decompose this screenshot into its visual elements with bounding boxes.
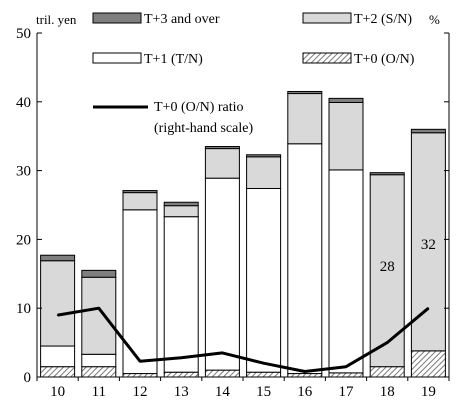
- bar-t1-16: [287, 143, 323, 375]
- x-tick-label-12: 12: [133, 384, 148, 400]
- bar-t0-17: [328, 372, 364, 378]
- y-tick-label-50: 50: [16, 26, 31, 42]
- bar-t3-17: [328, 97, 364, 103]
- x-tick-label-17: 17: [339, 384, 355, 400]
- ratio-point-19: [427, 307, 430, 310]
- x-tick-label-16: 16: [297, 384, 313, 400]
- bar-t0-13: [163, 371, 199, 378]
- y-axis-unit-right: %: [429, 12, 440, 27]
- bar-t3-12: [122, 190, 158, 194]
- bar-t1-17: [328, 169, 364, 374]
- bar-t0-11: [81, 366, 117, 378]
- bar-t2-19: [410, 132, 446, 352]
- ratio-line-layer: [56, 306, 430, 373]
- bar-t3-19: [410, 128, 446, 134]
- bar-t1-11: [81, 353, 117, 368]
- bar-t3-14: [204, 146, 240, 150]
- ratio-point-15: [262, 362, 265, 365]
- ratio-point-18: [386, 341, 389, 344]
- ratio-point-17: [345, 365, 347, 368]
- bar-t0-19: [410, 350, 446, 378]
- legend-swatch-t2: [302, 12, 352, 24]
- bar-t0-15: [246, 371, 282, 378]
- bar-t1-12: [122, 209, 158, 375]
- annotation-19: 32: [421, 237, 436, 253]
- bar-t1-14: [204, 177, 240, 371]
- bar-t2-12: [122, 192, 158, 211]
- x-tick-label-13: 13: [174, 384, 189, 400]
- ratio-point-10: [56, 314, 59, 316]
- legend-label-ratio-2: (right-hand scale): [154, 121, 253, 136]
- bar-t2-15: [246, 156, 282, 189]
- x-tick-label-19: 19: [421, 384, 436, 400]
- annotations-layer: 28 32: [380, 237, 436, 275]
- bar-t0-14: [204, 369, 240, 378]
- y-axis-unit-left: tril. yen: [36, 12, 77, 27]
- legend: T+3 and over T+2 (S/N) T+1 (T/N) T+0 (O/N) T…: [92, 12, 415, 136]
- bar-t2-11: [81, 276, 117, 355]
- legend-swatch-t1: [92, 52, 142, 64]
- legend-swatch-t3: [92, 12, 142, 24]
- bar-t3-15: [246, 154, 282, 158]
- y-tick-label-10: 10: [16, 301, 31, 317]
- y-tick-label-0: 0: [24, 370, 32, 386]
- x-tick-label-18: 18: [380, 384, 395, 400]
- bar-t1-15: [246, 187, 282, 373]
- bar-t0-12: [122, 373, 158, 378]
- y-tick-label-40: 40: [16, 95, 31, 111]
- bar-t2-17: [328, 101, 364, 171]
- x-tick-label-14: 14: [215, 384, 231, 400]
- bar-t0-16: [287, 373, 323, 378]
- legend-label-t2: T+2 (S/N): [354, 12, 412, 27]
- bar-t3-11: [81, 269, 117, 278]
- x-tick-label-15: 15: [256, 384, 271, 400]
- bar-t3-18: [369, 172, 405, 176]
- bar-t0-10: [40, 366, 76, 378]
- legend-label-t0: T+0 (O/N): [354, 52, 415, 67]
- annotation-18: 28: [380, 259, 395, 275]
- legend-label-ratio-1: T+0 (O/N) ratio: [154, 100, 244, 115]
- bar-t2-13: [163, 205, 199, 218]
- legend-label-t3: T+3 and over: [144, 12, 220, 27]
- bar-t1-10: [40, 345, 76, 368]
- bar-t2-10: [40, 260, 76, 347]
- ratio-point-14: [221, 352, 224, 354]
- x-tick-label-11: 11: [92, 384, 106, 400]
- ratio-point-11: [98, 307, 100, 310]
- bar-t2-16: [287, 93, 323, 145]
- ratio-line: [57, 306, 430, 373]
- x-tick-label-10: 10: [50, 384, 65, 400]
- bar-t1-13: [163, 216, 199, 373]
- y-tick-label-20: 20: [16, 232, 31, 248]
- y-tick-label-30: 30: [16, 164, 31, 180]
- bar-t3-16: [287, 90, 323, 95]
- bar-t2-14: [204, 148, 240, 179]
- bar-t3-13: [163, 201, 199, 207]
- ratio-point-13: [180, 356, 182, 359]
- bar-t0-18: [369, 366, 405, 378]
- bar-t3-10: [40, 254, 76, 262]
- legend-label-t1: T+1 (T/N): [144, 52, 203, 67]
- bars-layer: [40, 90, 446, 378]
- axes-layer: 0 10 20 30 40 50 10 11 12 13 14 15 16 17 18 19: [16, 26, 450, 400]
- legend-swatch-t0: [302, 52, 352, 64]
- ratio-point-16: [304, 370, 306, 373]
- ratio-point-12: [139, 360, 141, 362]
